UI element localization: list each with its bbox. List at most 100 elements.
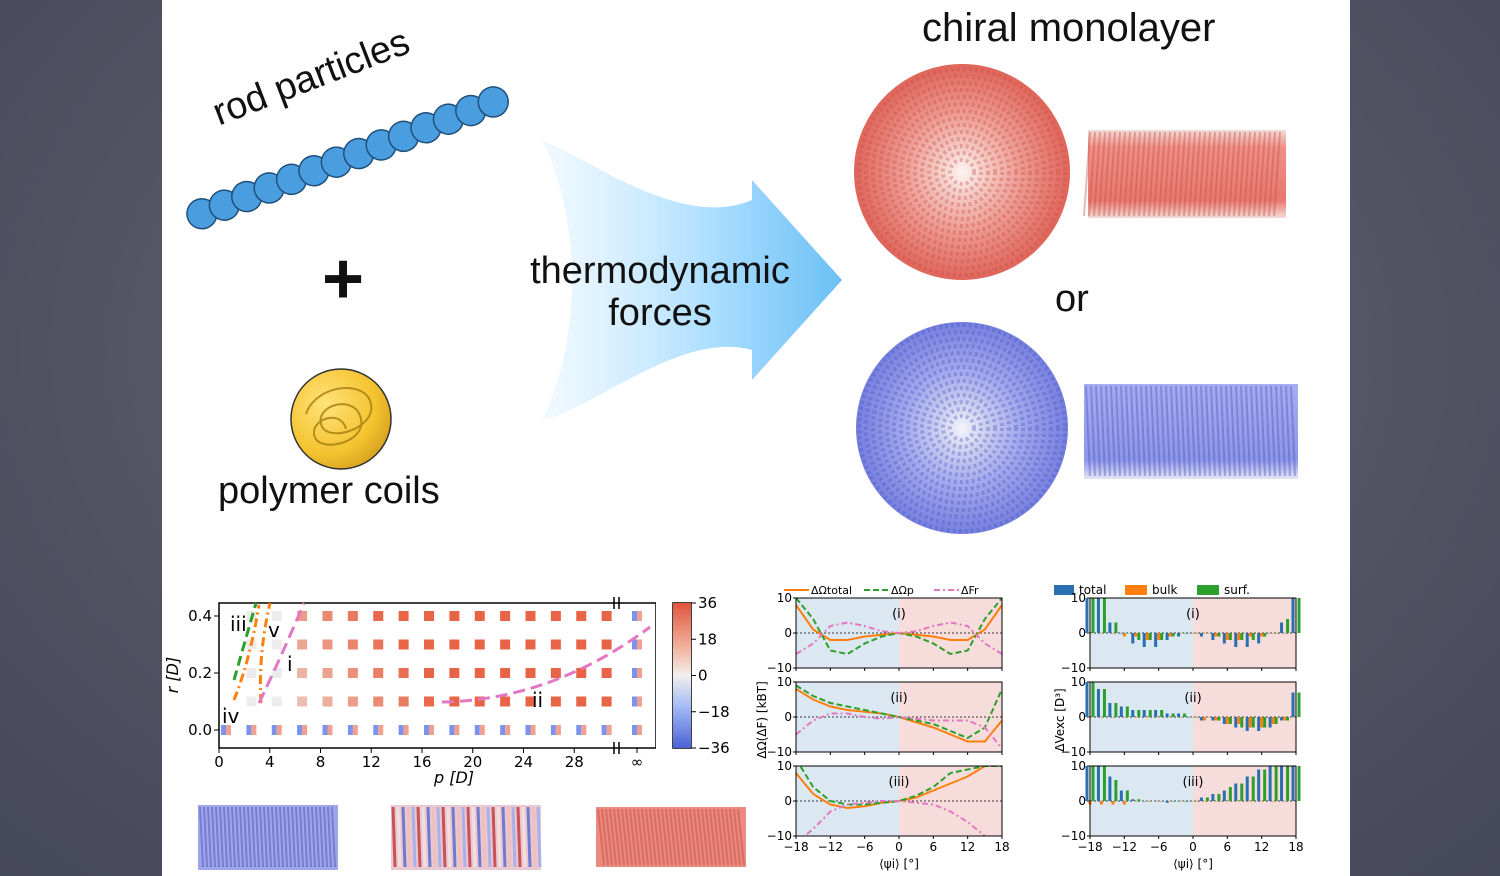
rod-stroke: [501, 806, 507, 868]
region-iii-label: iii: [230, 612, 247, 636]
bar-total: [1131, 710, 1135, 717]
rod-stroke: [251, 806, 256, 868]
rod-stroke: [657, 808, 665, 866]
phase-xtick-label: 4: [265, 753, 275, 771]
bar-total: [1291, 766, 1295, 801]
swirl-ring: [919, 386, 1004, 470]
bar-surf.: [1148, 710, 1152, 717]
rod-stroke: [536, 806, 542, 868]
phase-diagram-frame: [218, 602, 657, 749]
bar-surf.: [1160, 801, 1164, 802]
rod-stroke: [1290, 385, 1296, 477]
rod-stroke: [526, 806, 532, 868]
phase-marker-infinity: [637, 639, 642, 650]
bar-total: [1234, 717, 1238, 728]
rod-stroke: [441, 806, 447, 868]
phase-marker-infinity: [637, 725, 642, 735]
phase-marker: [271, 639, 282, 650]
phase-marker-infinity: [632, 639, 637, 650]
phase-marker: [271, 725, 277, 735]
rod-stroke: [609, 808, 617, 866]
rod-stroke: [641, 808, 649, 866]
rod-stroke: [295, 806, 300, 868]
rod-stroke: [665, 808, 673, 866]
rod-stroke: [247, 806, 252, 868]
polymer-coil-icon: [290, 368, 392, 470]
phase-xtick-label: 0: [214, 753, 224, 771]
legend-label: total: [1079, 583, 1106, 597]
bar-bulk: [1283, 801, 1287, 802]
xtick-label: 12: [960, 840, 975, 854]
rod-stroke: [649, 808, 657, 866]
rod-stroke: [1168, 131, 1176, 217]
swirl-ring: [870, 81, 1053, 263]
bar-bulk: [1237, 633, 1241, 640]
rod-stroke: [645, 808, 653, 866]
rod-stroke: [219, 806, 224, 868]
rod-stroke: [1245, 385, 1251, 477]
bar-total: [1085, 682, 1089, 717]
phase-marker: [601, 725, 607, 735]
phase-marker: [449, 611, 460, 621]
ytick-label: 10: [777, 759, 792, 773]
bar-bulk: [1168, 717, 1172, 718]
swirl-ring: [905, 116, 1018, 228]
rod-stroke: [737, 808, 745, 866]
bar-total: [1177, 801, 1181, 802]
bar-total: [1096, 598, 1100, 633]
negative-region-shade: [796, 682, 899, 752]
rod-stroke: [693, 808, 701, 866]
rod-stroke: [1115, 385, 1121, 477]
bar-surf.: [1148, 801, 1152, 802]
blue-side-thumbnail: [198, 805, 338, 870]
free-energy-line-chart: ΔΩtotal ΔΩp ΔFr100−10(i)100−10(ii)100−10−1…: [755, 584, 1010, 871]
phase-marker: [352, 725, 358, 735]
phase-marker: [576, 696, 587, 707]
bar-surf.: [1297, 766, 1301, 801]
bar-surf.: [1183, 633, 1187, 634]
phase-marker: [322, 696, 333, 707]
region-iv-label: iv: [222, 704, 240, 728]
bar-total: [1142, 710, 1146, 717]
phase-marker: [302, 725, 308, 735]
rod-stroke: [1190, 385, 1196, 477]
ytick-label: −10: [767, 745, 792, 759]
rod-stroke: [279, 806, 284, 868]
phase-marker: [322, 668, 333, 678]
bar-surf.: [1114, 622, 1118, 633]
bar-surf.: [1102, 598, 1106, 633]
phase-marker: [271, 696, 282, 707]
colorbar-tick-label: 36: [698, 594, 717, 612]
rod-stroke: [223, 806, 228, 868]
rod-stroke: [1125, 385, 1131, 477]
bar-bulk: [1099, 717, 1103, 718]
colorbar-tick-label: 18: [698, 630, 717, 648]
rod-stroke: [287, 806, 292, 868]
bar-surf.: [1160, 710, 1164, 717]
rod-stroke: [1285, 385, 1291, 477]
rod-stroke: [1268, 131, 1276, 217]
bar-bulk: [1122, 633, 1126, 637]
rod-stroke: [1135, 385, 1141, 477]
phase-marker: [378, 725, 384, 735]
bar-bulk: [1283, 633, 1287, 634]
bar-surf.: [1228, 633, 1232, 640]
bar-total: [1245, 633, 1249, 647]
bar-surf.: [1205, 797, 1209, 801]
panel-label: (ii): [1184, 691, 1201, 706]
bar-bulk: [1099, 801, 1103, 805]
swirl-ring: [870, 337, 1053, 519]
phase-marker: [474, 611, 485, 621]
rod-stroke: [725, 808, 733, 866]
bar-surf.: [1286, 766, 1290, 801]
phase-marker: [576, 668, 587, 678]
rod-stroke: [471, 806, 477, 868]
rod-stroke: [1265, 385, 1271, 477]
phase-marker: [500, 696, 511, 707]
rod-stroke: [629, 808, 637, 866]
rod-stroke: [1143, 131, 1151, 217]
bar-bulk: [1260, 717, 1264, 728]
phase-marker: [297, 668, 308, 678]
rod-stroke: [669, 808, 677, 866]
bar-bulk: [1157, 801, 1161, 802]
